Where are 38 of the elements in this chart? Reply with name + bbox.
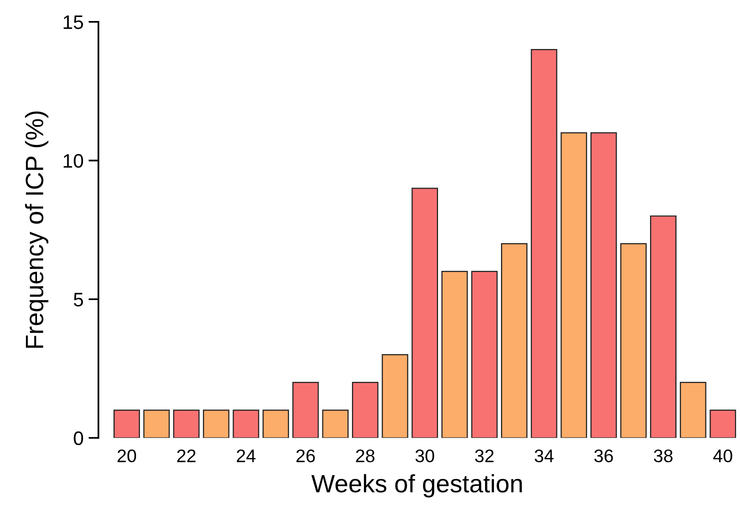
bar xyxy=(173,410,200,438)
bar xyxy=(620,243,647,438)
x-tick-label: 22 xyxy=(177,449,196,462)
bar xyxy=(441,270,468,438)
y-tick-label: 5 xyxy=(74,292,84,306)
x-tick-label: 26 xyxy=(296,449,315,462)
bar xyxy=(262,410,289,438)
x-tick-label: 38 xyxy=(654,449,673,462)
x-tick-label: 40 xyxy=(713,449,732,462)
bar xyxy=(501,243,528,438)
bar xyxy=(114,410,140,438)
x-tick-label: 34 xyxy=(534,449,554,462)
x-tick-label: 36 xyxy=(594,449,613,462)
bar xyxy=(412,188,438,438)
bar xyxy=(322,410,349,438)
x-tick-label: 32 xyxy=(475,449,494,462)
y-tick-label: 10 xyxy=(64,154,84,168)
y-tick-label: 15 xyxy=(64,16,84,30)
y-axis-title: Frequency of ICP (%) xyxy=(25,111,48,348)
bar xyxy=(710,410,736,438)
bar xyxy=(143,410,170,438)
bar xyxy=(382,354,408,438)
bar xyxy=(471,270,498,438)
bar xyxy=(560,132,588,438)
bar xyxy=(352,382,378,438)
x-tick-label: 20 xyxy=(118,449,136,462)
bar xyxy=(202,410,230,438)
y-tick-label: 0 xyxy=(74,431,84,446)
bar xyxy=(650,215,676,438)
x-tick-label: 28 xyxy=(356,449,374,462)
x-tick-label: 24 xyxy=(236,449,256,462)
bar xyxy=(292,382,319,438)
x-axis-title: Weeks of gestation xyxy=(311,474,522,498)
bar xyxy=(680,382,706,438)
bar xyxy=(590,132,617,438)
x-tick-label: 30 xyxy=(415,449,434,462)
bar xyxy=(530,49,558,438)
bar xyxy=(232,410,260,438)
